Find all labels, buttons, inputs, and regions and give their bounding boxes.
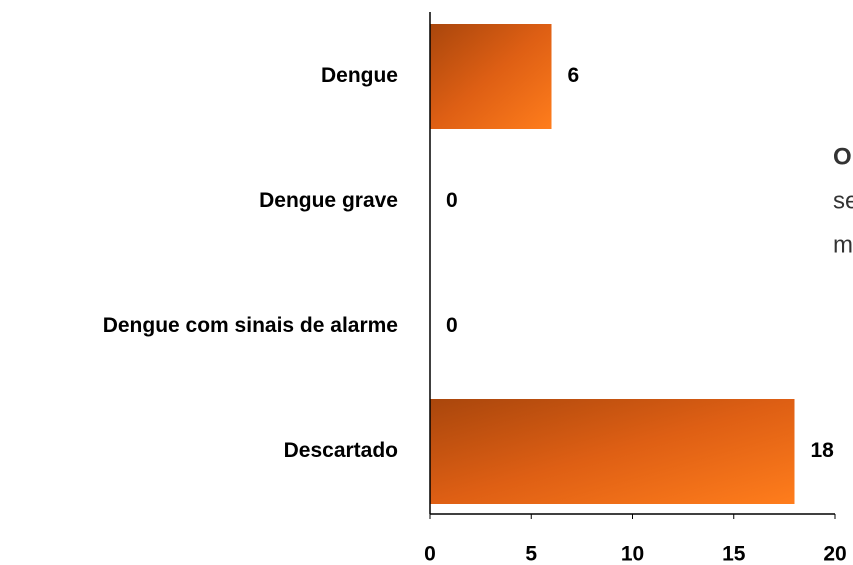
x-tick-label: 5 [525, 543, 537, 565]
value-label: 18 [811, 439, 835, 462]
annotation: se [833, 187, 853, 214]
annotation: O [833, 143, 852, 170]
value-label: 6 [568, 64, 580, 87]
category-label: Dengue [321, 64, 398, 87]
category-label: Dengue com sinais de alarme [103, 314, 398, 337]
x-tick-label: 20 [823, 543, 846, 565]
bar [430, 399, 795, 504]
category-label: Dengue grave [259, 189, 398, 212]
annotation: m [833, 231, 853, 258]
category-label: Descartado [284, 439, 398, 462]
x-tick-label: 10 [621, 543, 644, 565]
x-tick-label: 0 [424, 543, 436, 565]
x-tick-label: 15 [722, 543, 746, 565]
value-label: 0 [446, 314, 458, 337]
bar [430, 24, 552, 129]
value-label: 0 [446, 189, 458, 212]
